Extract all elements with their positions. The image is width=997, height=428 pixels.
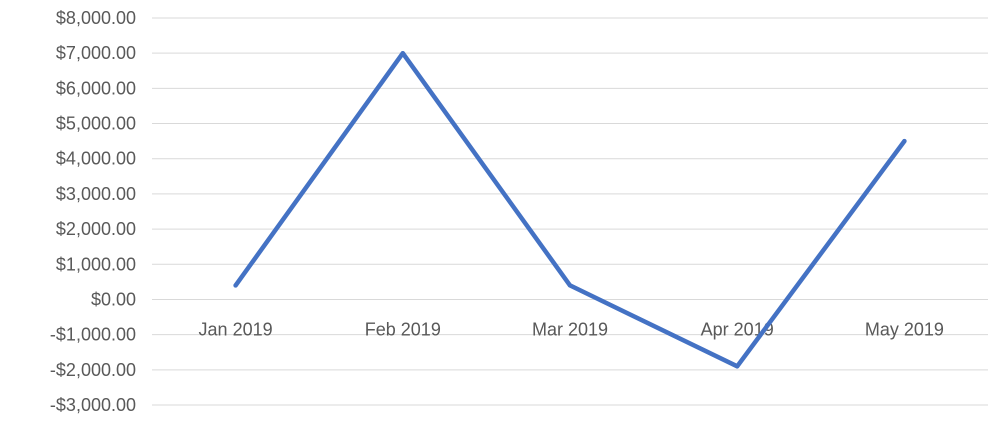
x-category-label: Mar 2019 bbox=[532, 319, 608, 339]
y-tick-label: -$1,000.00 bbox=[50, 325, 136, 345]
x-category-label: Feb 2019 bbox=[365, 319, 441, 339]
x-category-label: Apr 2019 bbox=[701, 319, 774, 339]
y-axis-tick-labels: $8,000.00 $7,000.00 $6,000.00 $5,000.00 $4,0… bbox=[50, 8, 136, 415]
x-axis-category-labels: Jan 2019 Feb 2019 Mar 2019 Apr 2019 May 2019 bbox=[199, 319, 944, 339]
y-tick-label: $7,000.00 bbox=[56, 43, 136, 63]
data-point bbox=[568, 283, 572, 288]
x-category-label: Jan 2019 bbox=[199, 319, 273, 339]
y-tick-label: $6,000.00 bbox=[56, 78, 136, 98]
data-point bbox=[233, 283, 238, 288]
data-point bbox=[400, 51, 405, 56]
y-tick-label: $0.00 bbox=[91, 289, 136, 309]
y-tick-label: -$2,000.00 bbox=[50, 360, 136, 380]
series-layer bbox=[233, 50, 907, 369]
data-point bbox=[735, 364, 740, 369]
y-tick-label: $1,000.00 bbox=[56, 254, 136, 274]
x-category-label: May 2019 bbox=[865, 319, 944, 339]
y-tick-label: $5,000.00 bbox=[56, 114, 136, 134]
y-tick-label: $2,000.00 bbox=[56, 219, 136, 239]
data-point bbox=[902, 139, 907, 144]
y-tick-label: $8,000.00 bbox=[56, 8, 136, 28]
y-tick-label: $3,000.00 bbox=[56, 184, 136, 204]
y-tick-label: $4,000.00 bbox=[56, 149, 136, 169]
gridlines bbox=[152, 17, 988, 406]
y-tick-label: -$3,000.00 bbox=[50, 395, 136, 415]
